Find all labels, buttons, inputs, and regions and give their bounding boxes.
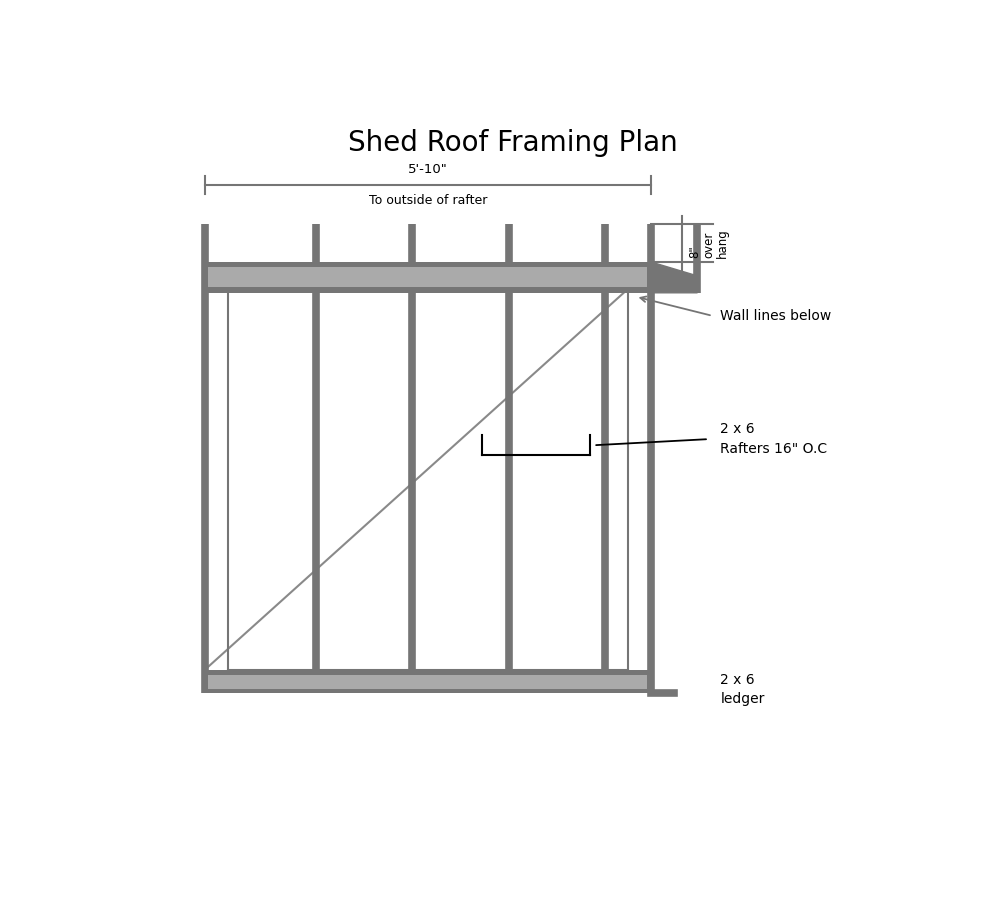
Bar [205, 262, 651, 292]
Text: 5'-10": 5'-10" [408, 163, 448, 176]
Bar [208, 675, 647, 688]
Bar [205, 670, 651, 693]
Bar [208, 267, 647, 287]
Text: 2 x 6
ledger: 2 x 6 ledger [720, 672, 765, 706]
Polygon shape [651, 262, 697, 292]
Text: To outside of rafter: To outside of rafter [369, 194, 487, 207]
Text: 8"
over
hang: 8" over hang [688, 228, 729, 257]
Text: Wall lines below: Wall lines below [720, 309, 832, 323]
Text: Shed Roof Framing Plan: Shed Roof Framing Plan [348, 129, 677, 157]
Text: 2 x 6
Rafters 16" O.C: 2 x 6 Rafters 16" O.C [720, 422, 828, 455]
